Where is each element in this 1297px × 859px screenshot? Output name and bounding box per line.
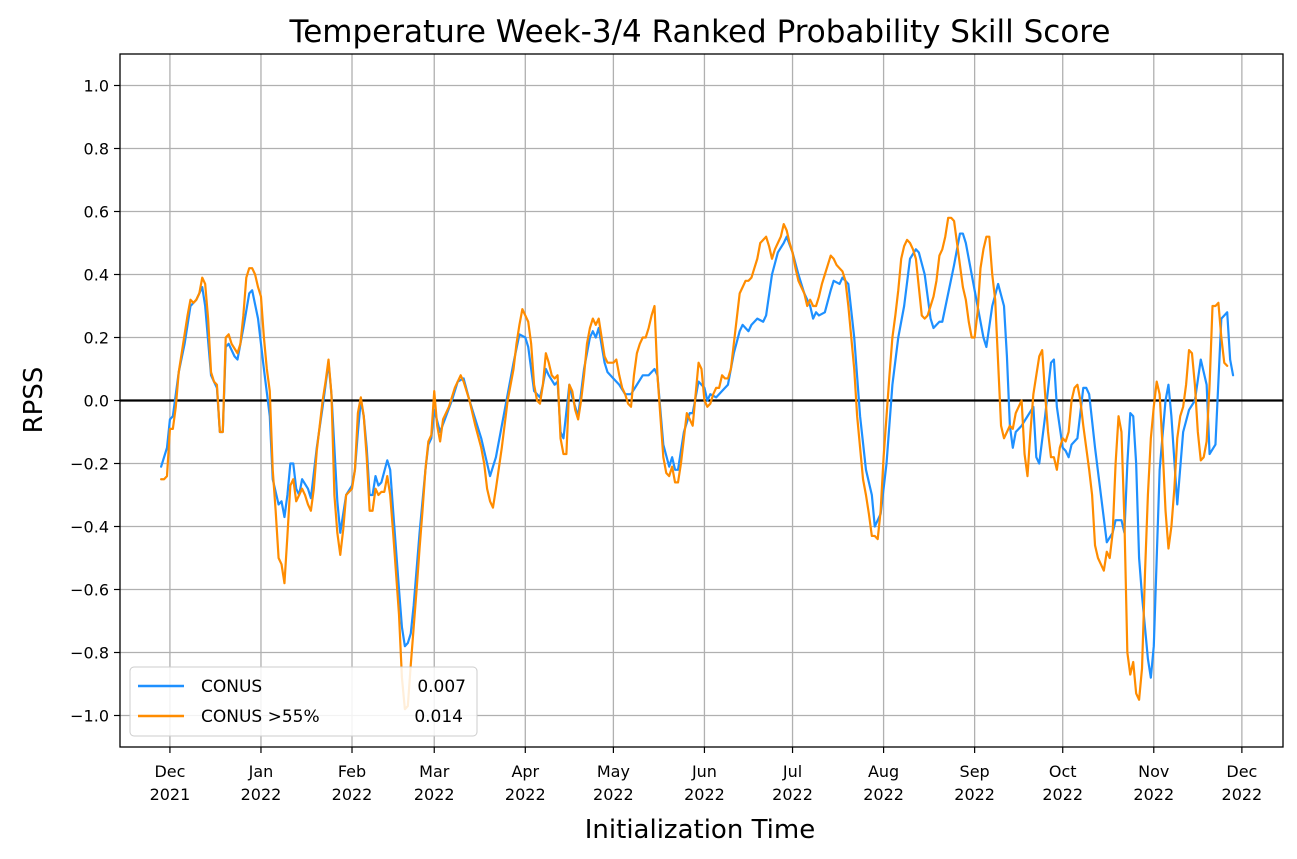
y-tick-label: −0.2 [70, 455, 109, 474]
legend-label-conus-55: CONUS >55% [201, 707, 320, 727]
y-tick-label: 1.0 [84, 77, 109, 96]
x-tick-year: 2022 [1133, 785, 1174, 804]
y-tick-label: −0.8 [70, 644, 109, 663]
x-tick-year: 2021 [150, 785, 191, 804]
legend-value-conus-55: 0.014 [414, 707, 463, 727]
legend-box [129, 666, 478, 737]
series-line-conus [160, 232, 1235, 679]
x-tick-month: Jul [782, 762, 802, 781]
legend-label-conus: CONUS [201, 677, 262, 697]
x-tick-month: Mar [419, 762, 450, 781]
y-tick-label: −0.4 [70, 518, 109, 537]
x-tick-month: Oct [1049, 762, 1077, 781]
x-tick-month: Sep [960, 762, 990, 781]
x-tick-year: 2022 [863, 785, 904, 804]
y-tick-label: 0.6 [84, 203, 109, 222]
x-tick-month: Dec [154, 762, 185, 781]
y-tick-label: −0.6 [70, 581, 109, 600]
x-tick-month: May [597, 762, 630, 781]
x-tick-month: Aug [868, 762, 899, 781]
y-tick-label: 0.8 [84, 140, 109, 159]
x-tick-month: Jun [691, 762, 717, 781]
x-axis-label: Initialization Time [585, 815, 815, 845]
x-tick-year: 2022 [1042, 785, 1083, 804]
x-tick-year: 2022 [772, 785, 813, 804]
x-tick-year: 2022 [684, 785, 725, 804]
y-axis-label: RPSS [19, 367, 49, 434]
x-tick-year: 2022 [954, 785, 995, 804]
x-tick-year: 2022 [241, 785, 282, 804]
x-tick-month: Dec [1226, 762, 1257, 781]
x-tick-year: 2022 [593, 785, 634, 804]
series-line-conus-55 [160, 216, 1229, 711]
x-tick-year: 2022 [505, 785, 546, 804]
y-tick-label: 0.4 [84, 266, 109, 285]
x-tick-year: 2022 [1222, 785, 1263, 804]
x-tick-year: 2022 [332, 785, 373, 804]
chart-title: Temperature Week-3/4 Ranked Probability … [289, 14, 1111, 50]
series-layer [160, 216, 1235, 711]
y-tick-label: 0.2 [84, 329, 109, 348]
x-tick-year: 2022 [414, 785, 455, 804]
legend: CONUS 0.007 CONUS >55% 0.014 [129, 666, 478, 737]
x-tick-month: Nov [1138, 762, 1169, 781]
tick-layer: 1.0 0.8 0.6 0.4 0.2 0.0 −0.2 −0.4 −0.6 −0.8 −1.0 De… [70, 77, 1262, 805]
x-tick-month: Apr [511, 762, 539, 781]
x-tick-month: Jan [248, 762, 274, 781]
x-tick-month: Feb [338, 762, 366, 781]
y-tick-label: −1.0 [70, 707, 109, 726]
y-tick-label: 0.0 [84, 392, 109, 411]
legend-value-conus: 0.007 [417, 677, 466, 697]
